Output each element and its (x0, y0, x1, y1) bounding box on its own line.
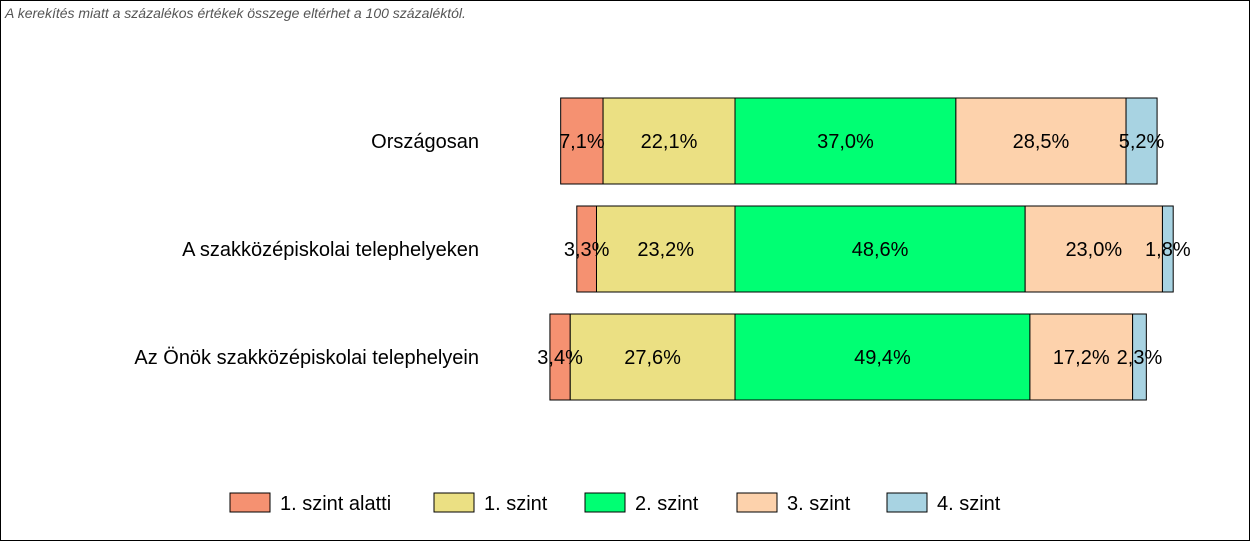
bar-segment-4-szint (1132, 313, 1147, 401)
category-label: Országosan (371, 131, 479, 153)
data-label: 23,2% (637, 239, 694, 261)
rounding-note: A kerekítés miatt a százalékos értékek ö… (5, 5, 466, 21)
legend-label: 3. szint (787, 493, 851, 515)
data-label: 3,4% (537, 347, 583, 369)
data-label: 23,0% (1065, 239, 1122, 261)
bar-segment-4-szint (1161, 205, 1174, 293)
legend-swatch-1-szint (433, 492, 475, 513)
bar-segment-1-szint (595, 205, 736, 293)
data-label: 27,6% (624, 347, 681, 369)
legend-swatch-4-szint (886, 492, 928, 513)
legend-label: 4. szint (937, 493, 1001, 515)
category-label: A szakközépiskolai telephelyeken (182, 239, 479, 261)
data-label: 37,0% (817, 131, 874, 153)
data-label: 7,1% (559, 131, 605, 153)
data-label: 49,4% (854, 347, 911, 369)
legend-swatch-2-szint (584, 492, 626, 513)
legend-swatch-1-szint-alatti (229, 492, 271, 513)
data-label: 5,2% (1119, 131, 1165, 153)
bar-segment-4-szint (1125, 97, 1158, 185)
bar-segment-3-szint (1024, 205, 1163, 293)
legend-label: 1. szint (484, 493, 548, 515)
bar-segment-1-szint (569, 313, 736, 401)
legend-swatch-3-szint (736, 492, 778, 513)
bar-segment-2-szint (734, 205, 1026, 293)
data-label: 17,2% (1053, 347, 1110, 369)
bar-segment-1-szint (602, 97, 736, 185)
data-label: 28,5% (1013, 131, 1070, 153)
data-label: 48,6% (852, 239, 909, 261)
bar-segment-2-szint (734, 313, 1031, 401)
legend-label: 1. szint alatti (280, 493, 391, 515)
legend-label: 2. szint (635, 493, 699, 515)
data-label: 1,8% (1145, 239, 1191, 261)
data-label: 2,3% (1117, 347, 1163, 369)
category-label: Az Önök szakközépiskolai telephelyein (134, 347, 479, 369)
data-label: 22,1% (641, 131, 698, 153)
data-label: 3,3% (564, 239, 610, 261)
bar-segment-3-szint (955, 97, 1127, 185)
